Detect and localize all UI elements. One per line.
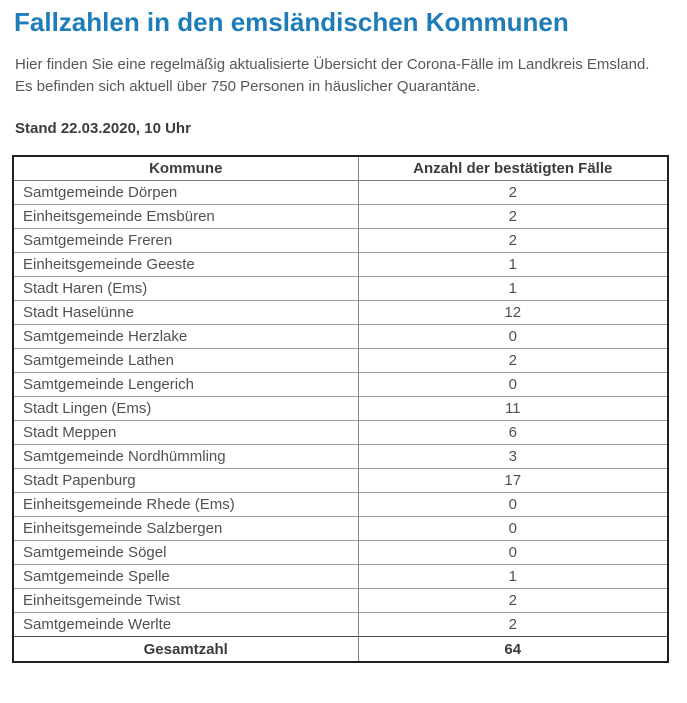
- kommune-cell: Einheitsgemeinde Emsbüren: [13, 204, 359, 229]
- status-date: Stand 22.03.2020, 10 Uhr: [15, 120, 191, 137]
- page-title: Fallzahlen in den emsländischen Kommunen: [14, 7, 569, 37]
- kommune-cell: Stadt Lingen (Ems): [13, 396, 359, 421]
- faelle-cell: 0: [358, 372, 668, 397]
- kommune-cell: Samtgemeinde Herzlake: [13, 324, 359, 349]
- faelle-cell: 3: [358, 444, 668, 469]
- faelle-cell: 11: [358, 396, 668, 421]
- table-row: Samtgemeinde Dörpen 2: [13, 180, 668, 205]
- table-row: Samtgemeinde Spelle 1: [13, 564, 668, 589]
- faelle-cell: 2: [358, 348, 668, 373]
- faelle-cell: 6: [358, 420, 668, 445]
- table-footer-row: Gesamtzahl 64: [13, 636, 668, 662]
- column-header-kommune: Kommune: [13, 156, 359, 181]
- faelle-cell: 2: [358, 588, 668, 613]
- faelle-cell: 2: [358, 228, 668, 253]
- total-label: Gesamtzahl: [13, 636, 359, 662]
- total-value: 64: [358, 636, 668, 662]
- kommune-cell: Stadt Haren (Ems): [13, 276, 359, 301]
- kommune-cell: Einheitsgemeinde Geeste: [13, 252, 359, 277]
- kommune-cell: Samtgemeinde Spelle: [13, 564, 359, 589]
- kommune-cell: Samtgemeinde Nordhümmling: [13, 444, 359, 469]
- faelle-cell: 1: [358, 276, 668, 301]
- intro-line-1: Hier finden Sie eine regelmäßig aktualis…: [15, 56, 650, 73]
- kommune-cell: Samtgemeinde Freren: [13, 228, 359, 253]
- table-row: Einheitsgemeinde Rhede (Ems) 0: [13, 492, 668, 517]
- kommune-cell: Samtgemeinde Dörpen: [13, 180, 359, 205]
- table-row: Einheitsgemeinde Geeste 1: [13, 252, 668, 277]
- faelle-cell: 2: [508, 184, 517, 201]
- faelle-cell: 0: [358, 324, 668, 349]
- table-row: Einheitsgemeinde Emsbüren 2: [13, 204, 668, 229]
- faelle-cell: 2: [358, 612, 668, 637]
- faelle-cell: 2: [358, 204, 668, 229]
- column-header-anzahl: Anzahl der bestätigten Fälle: [358, 156, 668, 181]
- faelle-cell: 1: [358, 252, 668, 277]
- kommune-cell: Einheitsgemeinde Rhede (Ems): [13, 492, 359, 517]
- table-row: Samtgemeinde Freren 2: [13, 228, 668, 253]
- faelle-cell: 0: [358, 516, 668, 541]
- table-row: Stadt Meppen 6: [13, 420, 668, 445]
- table-row: Stadt Papenburg 17: [13, 468, 668, 493]
- faelle-cell: 0: [358, 540, 668, 565]
- kommune-cell: Einheitsgemeinde Salzbergen: [13, 516, 359, 541]
- table-body: Samtgemeinde Dörpen 2 Einheitsgemeinde Ems…: [13, 180, 668, 637]
- intro-paragraph: Hier finden Sie eine regelmäßig aktualis…: [15, 54, 687, 98]
- faelle-cell: 0: [358, 492, 668, 517]
- cases-table: Kommune Anzahl der bestätigten Fälle Sam…: [12, 155, 669, 663]
- intro-line-2: Es befinden sich aktuell über 750 Person…: [15, 78, 481, 95]
- table-row: Stadt Haren (Ems) 1: [13, 276, 668, 301]
- table-row: Samtgemeinde Lengerich 0: [13, 372, 668, 397]
- table-row: Samtgemeinde Lathen 2: [13, 348, 668, 373]
- table-row: Einheitsgemeinde Twist 2: [13, 588, 668, 613]
- kommune-cell: Samtgemeinde Sögel: [13, 540, 359, 565]
- kommune-cell: Stadt Papenburg: [13, 468, 359, 493]
- kommune-cell: Samtgemeinde Lengerich: [13, 372, 359, 397]
- table-row: Stadt Lingen (Ems) 11: [13, 396, 668, 421]
- faelle-cell: 12: [358, 300, 668, 325]
- kommune-cell: Samtgemeinde Lathen: [13, 348, 359, 373]
- table-row: Samtgemeinde Werlte 2: [13, 612, 668, 637]
- faelle-cell: 17: [358, 468, 668, 493]
- table-row: Samtgemeinde Sögel 0: [13, 540, 668, 565]
- table-row: Samtgemeinde Herzlake 0: [13, 324, 668, 349]
- faelle-cell: 1: [358, 564, 668, 589]
- kommune-cell: Einheitsgemeinde Twist: [13, 588, 359, 613]
- table-row: Einheitsgemeinde Salzbergen 0: [13, 516, 668, 541]
- table-row: Samtgemeinde Nordhümmling 3: [13, 444, 668, 469]
- kommune-cell: Stadt Meppen: [13, 420, 359, 445]
- table-row: Stadt Haselünne 12: [13, 300, 668, 325]
- table-header-row: Kommune Anzahl der bestätigten Fälle: [13, 156, 668, 181]
- kommune-cell: Stadt Haselünne: [13, 300, 359, 325]
- kommune-cell: Samtgemeinde Werlte: [13, 612, 359, 637]
